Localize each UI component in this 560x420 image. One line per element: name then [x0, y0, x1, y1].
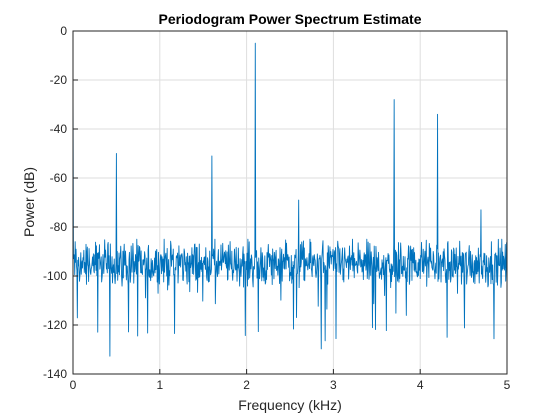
ticks: 0 1 2 3 4 5 0 -20 -40 -60 -80 -100 -120 -140 [43, 24, 511, 392]
y-tick-label: -20 [50, 73, 68, 87]
plot-area [73, 31, 507, 374]
y-tick-label: -120 [43, 318, 67, 332]
spectrum-line [72, 42, 508, 357]
x-tick-label: 2 [243, 378, 250, 392]
y-tick-label: -140 [43, 367, 67, 381]
x-tick-label: 5 [504, 378, 511, 392]
y-tick-label: 0 [60, 24, 67, 38]
x-tick-label: 0 [70, 378, 77, 392]
x-axis-label: Frequency (kHz) [238, 397, 341, 413]
x-tick-label: 4 [417, 378, 424, 392]
y-tick-label: -40 [50, 122, 68, 136]
y-tick-label: -80 [50, 220, 68, 234]
chart-title: Periodogram Power Spectrum Estimate [159, 11, 422, 27]
axes-box [72, 30, 508, 375]
x-tick-label: 3 [330, 378, 337, 392]
y-tick-label: -60 [50, 171, 68, 185]
y-tick-label: -100 [43, 269, 67, 283]
x-tick-label: 1 [156, 378, 163, 392]
series-group [72, 42, 508, 357]
y-axis-label: Power (dB) [21, 167, 37, 237]
